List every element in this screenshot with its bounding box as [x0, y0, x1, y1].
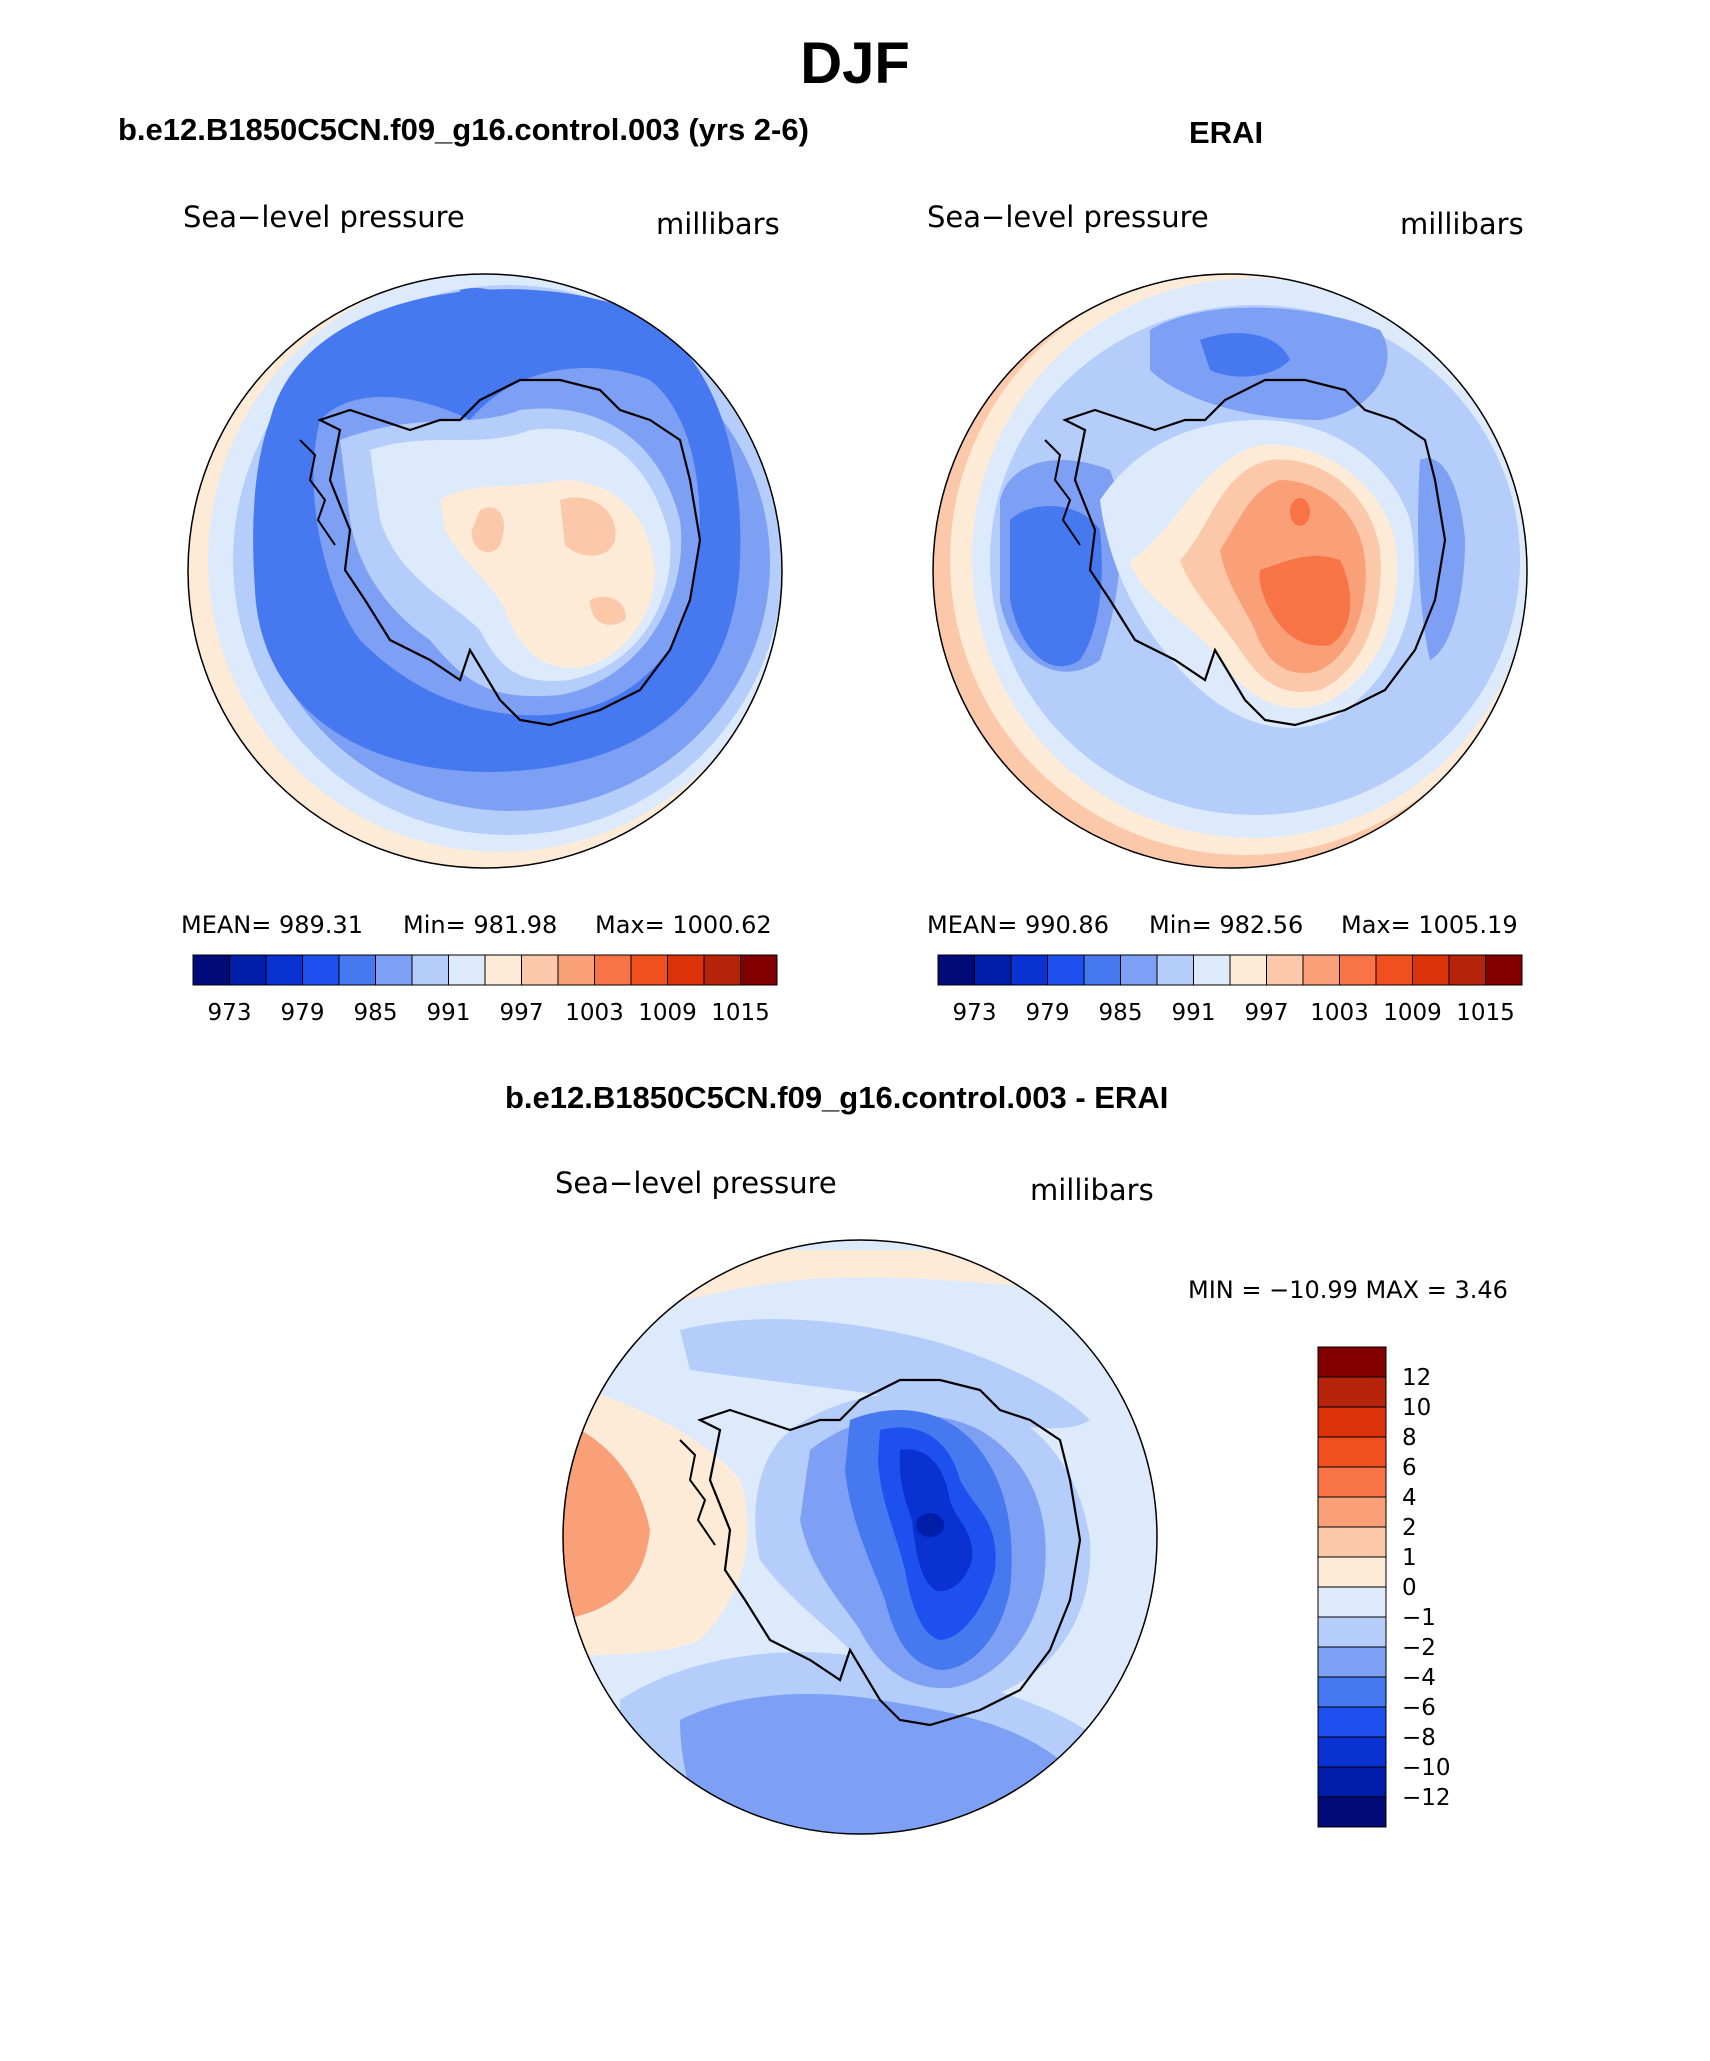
obs-colorbar-swatch — [1047, 954, 1085, 986]
model-colorbar-swatch — [557, 954, 595, 986]
model-colorbar-swatch — [667, 954, 705, 986]
obs-mean-stat: MEAN= 990.86 — [927, 911, 1109, 939]
diff-colorbar-tick-label: −10 — [1402, 1755, 1451, 1781]
diff-colorbar-swatch — [1317, 1376, 1387, 1408]
obs-panel-title: ERAI — [1189, 115, 1264, 150]
model-max-stat: Max= 1000.62 — [595, 911, 772, 939]
obs-colorbar-swatch — [1339, 954, 1377, 986]
obs-colorbar-swatch — [1375, 954, 1413, 986]
diff-colorbar-swatch — [1317, 1556, 1387, 1588]
model-colorbar-swatch — [338, 954, 376, 986]
diff-colorbar-tick-label: −12 — [1402, 1785, 1451, 1811]
diff-colorbar-swatch — [1317, 1466, 1387, 1498]
diff-colorbar-tick-label: −4 — [1402, 1665, 1436, 1691]
diff-colorbar-tick-label: −6 — [1402, 1695, 1436, 1721]
diff-colorbar-tick-label: 2 — [1402, 1515, 1417, 1541]
model-colorbar: 973 979 985 991 997 1003 1009 1015 — [192, 954, 778, 1026]
diff-colorbar-swatch — [1317, 1616, 1387, 1648]
diff-units-label: millibars — [1030, 1173, 1154, 1207]
obs-colorbar-tick-label: 997 — [1245, 1000, 1289, 1026]
obs-colorbar-swatch — [1485, 954, 1523, 986]
model-min-stat: Min= 981.98 — [403, 911, 558, 939]
diff-panel-title: b.e12.B1850C5CN.f09_g16.control.003 - ER… — [505, 1080, 1169, 1115]
diff-colorbar-swatch — [1317, 1496, 1387, 1528]
obs-colorbar-tick-label: 1003 — [1310, 1000, 1369, 1026]
diff-colorbar-swatch — [1317, 1526, 1387, 1558]
obs-colorbar-swatch — [1120, 954, 1158, 986]
diff-colorbar-swatch — [1317, 1796, 1387, 1828]
model-colorbar-tick-label: 991 — [427, 1000, 471, 1026]
diff-colorbar-swatch — [1317, 1736, 1387, 1768]
diff-colorbar-tick-label: 6 — [1402, 1455, 1417, 1481]
obs-colorbar-swatch — [1156, 954, 1194, 986]
obs-colorbar-tick-label: 1015 — [1456, 1000, 1515, 1026]
model-panel-title: b.e12.B1850C5CN.f09_g16.control.003 (yrs… — [118, 112, 809, 147]
obs-colorbar-swatch — [1302, 954, 1340, 986]
obs-max-stat: Max= 1005.19 — [1341, 911, 1518, 939]
diff-colorbar-tick-label: 10 — [1402, 1395, 1431, 1421]
obs-colorbar-swatch — [1448, 954, 1486, 986]
model-colorbar-tick-label: 1009 — [638, 1000, 697, 1026]
model-colorbar-swatch — [265, 954, 303, 986]
diff-colorbar-swatch — [1317, 1346, 1387, 1378]
diff-colorbar-tick-label: 4 — [1402, 1485, 1417, 1511]
obs-variable-label: Sea−level pressure — [927, 200, 1209, 234]
model-colorbar-tick-label: 973 — [208, 1000, 252, 1026]
model-colorbar-tick-label: 1015 — [711, 1000, 770, 1026]
model-colorbar-tick-label: 985 — [354, 1000, 398, 1026]
diff-colorbar-swatch — [1317, 1706, 1387, 1738]
diff-colorbar-swatch — [1317, 1676, 1387, 1708]
obs-colorbar-tick-label: 973 — [953, 1000, 997, 1026]
diff-colorbar-swatch — [1317, 1406, 1387, 1438]
diff-colorbar-swatch — [1317, 1646, 1387, 1678]
diff-minmax-stat: MIN = −10.99 MAX = 3.46 — [1188, 1276, 1508, 1304]
diff-colorbar-swatch — [1317, 1586, 1387, 1618]
obs-colorbar-swatch — [1193, 954, 1231, 986]
model-units-label: millibars — [656, 207, 780, 241]
obs-colorbar: 973 979 985 991 997 1003 1009 1015 — [937, 954, 1523, 1026]
figure-title: DJF — [800, 31, 910, 96]
model-colorbar-swatch — [375, 954, 413, 986]
diff-colorbar-swatch — [1317, 1766, 1387, 1798]
diff-colorbar-tick-label: 1 — [1402, 1545, 1417, 1571]
model-mean-stat: MEAN= 989.31 — [181, 911, 363, 939]
diff-colorbar-tick-label: −8 — [1402, 1725, 1436, 1751]
obs-colorbar-swatch — [1266, 954, 1304, 986]
diff-colorbar-tick-label: 0 — [1402, 1575, 1417, 1601]
model-colorbar-swatch — [740, 954, 778, 986]
diff-colorbar-swatch — [1317, 1436, 1387, 1468]
model-variable-label: Sea−level pressure — [183, 200, 465, 234]
model-colorbar-swatch — [630, 954, 668, 986]
model-colorbar-swatch — [703, 954, 741, 986]
obs-colorbar-tick-label: 1009 — [1383, 1000, 1442, 1026]
diff-variable-label: Sea−level pressure — [555, 1166, 837, 1200]
diff-colorbar-tick-label: −1 — [1402, 1605, 1436, 1631]
obs-colorbar-tick-label: 985 — [1099, 1000, 1143, 1026]
diff-colorbar-tick-label: 8 — [1402, 1425, 1417, 1451]
obs-colorbar-swatch — [1083, 954, 1121, 986]
obs-colorbar-tick-label: 991 — [1172, 1000, 1216, 1026]
diff-colorbar-tick-label: 12 — [1402, 1365, 1431, 1391]
model-colorbar-tick-label: 997 — [500, 1000, 544, 1026]
model-colorbar-swatch — [484, 954, 522, 986]
obs-colorbar-tick-label: 979 — [1026, 1000, 1070, 1026]
model-colorbar-swatch — [594, 954, 632, 986]
model-colorbar-swatch — [448, 954, 486, 986]
model-colorbar-tick-label: 979 — [281, 1000, 325, 1026]
model-colorbar-swatch — [192, 954, 230, 986]
obs-min-stat: Min= 982.56 — [1149, 911, 1304, 939]
obs-colorbar-swatch — [1010, 954, 1048, 986]
obs-units-label: millibars — [1400, 207, 1524, 241]
diff-colorbar-tick-label: −2 — [1402, 1635, 1436, 1661]
model-colorbar-tick-label: 1003 — [565, 1000, 624, 1026]
